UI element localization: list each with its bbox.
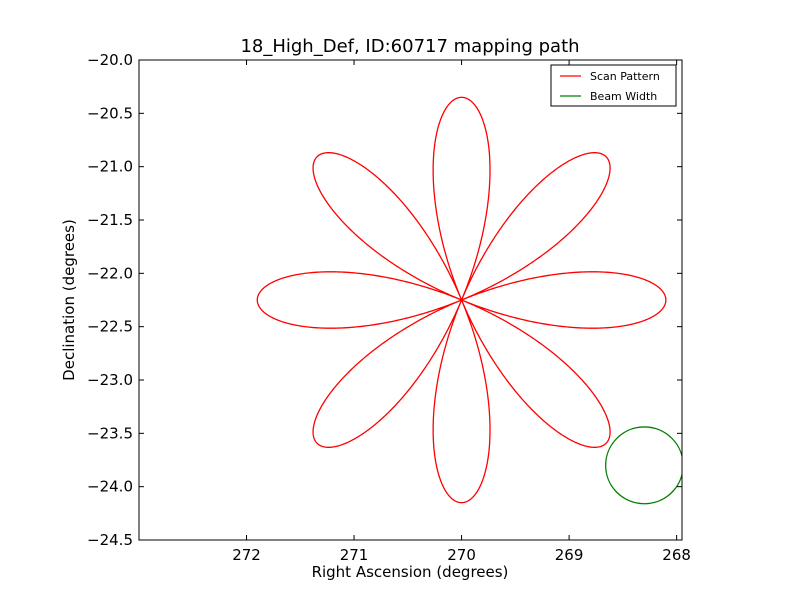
- x-tick-label: 272: [232, 546, 261, 564]
- y-tick-label: −24.0: [87, 478, 133, 496]
- legend: Scan Pattern Beam Width: [550, 64, 677, 107]
- x-tick-label: 271: [340, 546, 369, 564]
- plot-area-frame: [138, 59, 683, 541]
- x-tick-label: 269: [555, 546, 584, 564]
- legend-label-scan-pattern: Scan Pattern: [590, 70, 660, 83]
- series-layer: [256, 96, 682, 505]
- y-axis: −20.0 −20.5 −21.0 −21.5 −22.0 −22.5 −23.0 −23.5…: [87, 51, 682, 549]
- y-tick-label: −22.5: [87, 318, 133, 336]
- x-tick-label: 270: [447, 546, 476, 564]
- beam-width-circle: [605, 426, 682, 505]
- x-axis-label: Right Ascension (degrees): [312, 563, 509, 581]
- y-tick-label: −21.5: [87, 211, 133, 229]
- legend-label-beam-width: Beam Width: [590, 90, 657, 103]
- chart-title: 18_High_Def, ID:60717 mapping path: [240, 36, 579, 57]
- y-tick-label: −21.0: [87, 158, 133, 176]
- y-tick-label: −23.5: [87, 424, 133, 442]
- y-tick-label: −23.0: [87, 371, 133, 389]
- legend-box: [550, 64, 677, 107]
- y-tick-label: −22.0: [87, 264, 133, 282]
- y-tick-label: −20.5: [87, 104, 133, 122]
- x-axis: 272 271 270 269 268: [232, 60, 691, 564]
- scan-pattern-line: [256, 96, 667, 504]
- x-tick-label: 268: [662, 546, 691, 564]
- y-tick-label: −24.5: [87, 531, 133, 549]
- y-axis-label: Declination (degrees): [60, 219, 78, 381]
- y-tick-label: −20.0: [87, 51, 133, 69]
